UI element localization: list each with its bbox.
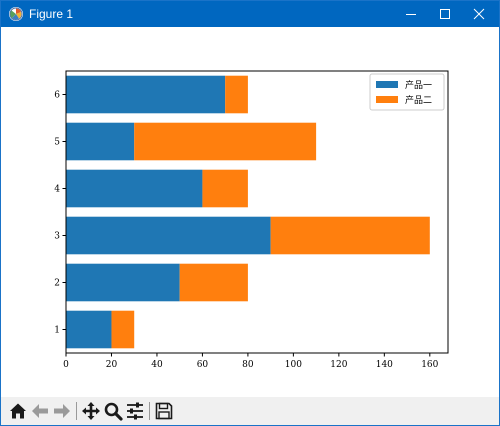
close-icon [473, 8, 485, 20]
maximize-button[interactable] [429, 1, 461, 27]
pan-button[interactable] [80, 400, 102, 422]
save-button[interactable] [153, 400, 175, 422]
bar-series2-cat-3 [270, 216, 430, 255]
y-tick-label: 1 [54, 326, 60, 336]
close-button[interactable] [463, 1, 495, 27]
maximize-icon [440, 9, 450, 19]
bar-series1-cat-3 [66, 216, 271, 255]
matplotlib-logo-icon [9, 7, 23, 21]
x-tick-label: 0 [63, 360, 69, 370]
bar-series2-cat-1 [111, 310, 135, 349]
back-button[interactable] [29, 400, 51, 422]
x-tick-label: 160 [421, 360, 438, 370]
y-tick-label: 6 [54, 91, 60, 101]
forward-arrow-icon [54, 404, 70, 418]
pan-move-icon [82, 402, 100, 420]
y-tick-label: 5 [54, 138, 60, 148]
back-arrow-icon [32, 404, 48, 418]
zoom-magnifier-icon [104, 402, 123, 421]
x-tick-label: 140 [376, 360, 393, 370]
legend-swatch-series1 [376, 81, 398, 88]
x-tick-label: 80 [242, 360, 254, 370]
bar-series2-cat-4 [202, 169, 248, 208]
zoom-button[interactable] [102, 400, 124, 422]
bar-series1-cat-5 [66, 122, 135, 161]
legend-swatch-series2 [376, 96, 398, 103]
bar-series1-cat-4 [66, 169, 203, 208]
home-button[interactable] [7, 400, 29, 422]
toolbar-separator [76, 402, 77, 420]
window-title: Figure 1 [29, 7, 74, 21]
bar-series1-cat-2 [66, 263, 180, 302]
y-tick-label: 3 [54, 232, 60, 242]
y-tick-label: 4 [54, 185, 60, 195]
x-tick-label: 40 [151, 360, 163, 370]
save-floppy-icon [155, 402, 173, 420]
toolbar-separator [149, 402, 150, 420]
x-tick-label: 100 [285, 360, 302, 370]
bar-series2-cat-5 [134, 122, 317, 161]
legend-label-series2: 产品二 [405, 94, 432, 106]
title-bar[interactable]: Figure 1 [1, 1, 499, 27]
bar-series2-cat-6 [225, 75, 248, 114]
configure-subplots-icon [127, 402, 143, 420]
x-tick-label: 20 [106, 360, 118, 370]
home-icon [10, 403, 26, 419]
forward-button[interactable] [51, 400, 73, 422]
minimize-button[interactable] [395, 1, 427, 27]
y-tick-label: 2 [54, 279, 60, 289]
x-axis-ticks: 0 20 40 60 80 100 120 140 160 [63, 353, 439, 370]
plot-frame [65, 70, 449, 354]
x-tick-label: 120 [330, 360, 347, 370]
bars-group [66, 75, 430, 349]
figure-canvas[interactable]: 1 2 3 4 5 6 0 20 40 60 80 100 120 140 160 产品一产品二 [1, 27, 499, 397]
configure-subplots-button[interactable] [124, 400, 146, 422]
bar-series1-cat-1 [66, 310, 112, 349]
y-axis-ticks: 1 2 3 4 5 6 [54, 91, 66, 336]
x-tick-label: 60 [197, 360, 209, 370]
navigation-toolbar [1, 397, 499, 425]
bar-series2-cat-2 [179, 263, 248, 302]
bar-series1-cat-6 [66, 75, 226, 114]
minimize-icon [406, 14, 416, 15]
legend-label-series1: 产品一 [405, 79, 432, 91]
